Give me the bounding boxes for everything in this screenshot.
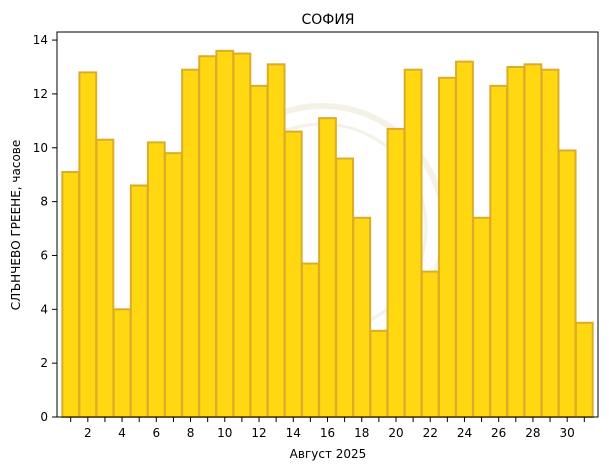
bar-day-17 bbox=[335, 157, 355, 418]
x-tick-label: 24 bbox=[457, 426, 472, 440]
y-tick-label: 8 bbox=[40, 195, 48, 209]
bar-day-8 bbox=[181, 68, 200, 418]
bar-day-30 bbox=[557, 149, 577, 419]
x-tick-label: 30 bbox=[560, 426, 575, 440]
x-tick-label: 12 bbox=[251, 426, 266, 440]
x-tick-label: 10 bbox=[217, 426, 232, 440]
x-axis-ticks: 2 4 6 8 10 12 14 16 18 20 22 24 26 28 30 bbox=[70, 417, 585, 440]
x-tick-label: 22 bbox=[423, 426, 438, 440]
y-axis-ticks: 0 2 4 6 8 10 12 14 bbox=[33, 33, 57, 424]
x-tick-label: 6 bbox=[152, 426, 160, 440]
bar-day-21 bbox=[403, 68, 423, 418]
bar-day-25 bbox=[472, 216, 491, 418]
x-tick-label: 2 bbox=[84, 426, 92, 440]
bar-day-1 bbox=[61, 171, 81, 418]
y-tick-label: 2 bbox=[40, 356, 48, 370]
bar-day-16 bbox=[318, 117, 337, 419]
x-tick-label: 14 bbox=[286, 426, 301, 440]
x-tick-label: 18 bbox=[354, 426, 369, 440]
x-tick-label: 28 bbox=[525, 426, 540, 440]
x-tick-label: 4 bbox=[118, 426, 126, 440]
bar-day-28 bbox=[523, 63, 543, 418]
bar-day-10 bbox=[215, 49, 235, 418]
x-tick-label: 26 bbox=[491, 426, 506, 440]
bar-day-6 bbox=[146, 141, 166, 418]
x-tick-label: 8 bbox=[187, 426, 195, 440]
x-tick-label: 16 bbox=[320, 426, 335, 440]
x-tick-label: 20 bbox=[388, 426, 403, 440]
bar-day-9 bbox=[198, 55, 218, 418]
bar-day-4 bbox=[112, 308, 132, 418]
x-axis-label: Август 2025 bbox=[290, 447, 367, 461]
bar-day-27 bbox=[506, 66, 526, 418]
bar-day-13 bbox=[266, 63, 286, 418]
y-tick-label: 4 bbox=[40, 302, 48, 316]
bar-day-5 bbox=[129, 184, 149, 418]
bar-day-15 bbox=[300, 262, 320, 419]
chart-title: СОФИЯ bbox=[301, 12, 354, 28]
bar-day-26 bbox=[489, 84, 509, 418]
bar-day-14 bbox=[283, 130, 303, 418]
y-tick-label: 10 bbox=[33, 141, 48, 155]
y-tick-label: 0 bbox=[40, 410, 48, 424]
bar-day-19 bbox=[369, 329, 389, 419]
bar-day-18 bbox=[352, 216, 372, 418]
y-tick-label: 12 bbox=[33, 87, 48, 101]
bar-day-24 bbox=[455, 60, 474, 419]
bar-day-22 bbox=[420, 270, 440, 418]
y-tick-label: 14 bbox=[33, 33, 48, 47]
y-axis-label: СЛЪНЧЕВО ГРЕЕНЕ, часове bbox=[9, 140, 23, 311]
bar-day-3 bbox=[95, 138, 115, 418]
y-tick-label: 6 bbox=[40, 248, 48, 262]
bar-day-11 bbox=[232, 52, 252, 418]
bar-day-7 bbox=[164, 152, 183, 418]
bar-day-20 bbox=[386, 127, 406, 418]
bar-day-2 bbox=[78, 71, 98, 418]
bar-day-29 bbox=[540, 68, 560, 418]
plot-frame bbox=[56, 31, 599, 418]
bar-day-31 bbox=[574, 321, 594, 418]
bar-day-23 bbox=[437, 76, 457, 419]
bar-day-12 bbox=[249, 84, 269, 418]
